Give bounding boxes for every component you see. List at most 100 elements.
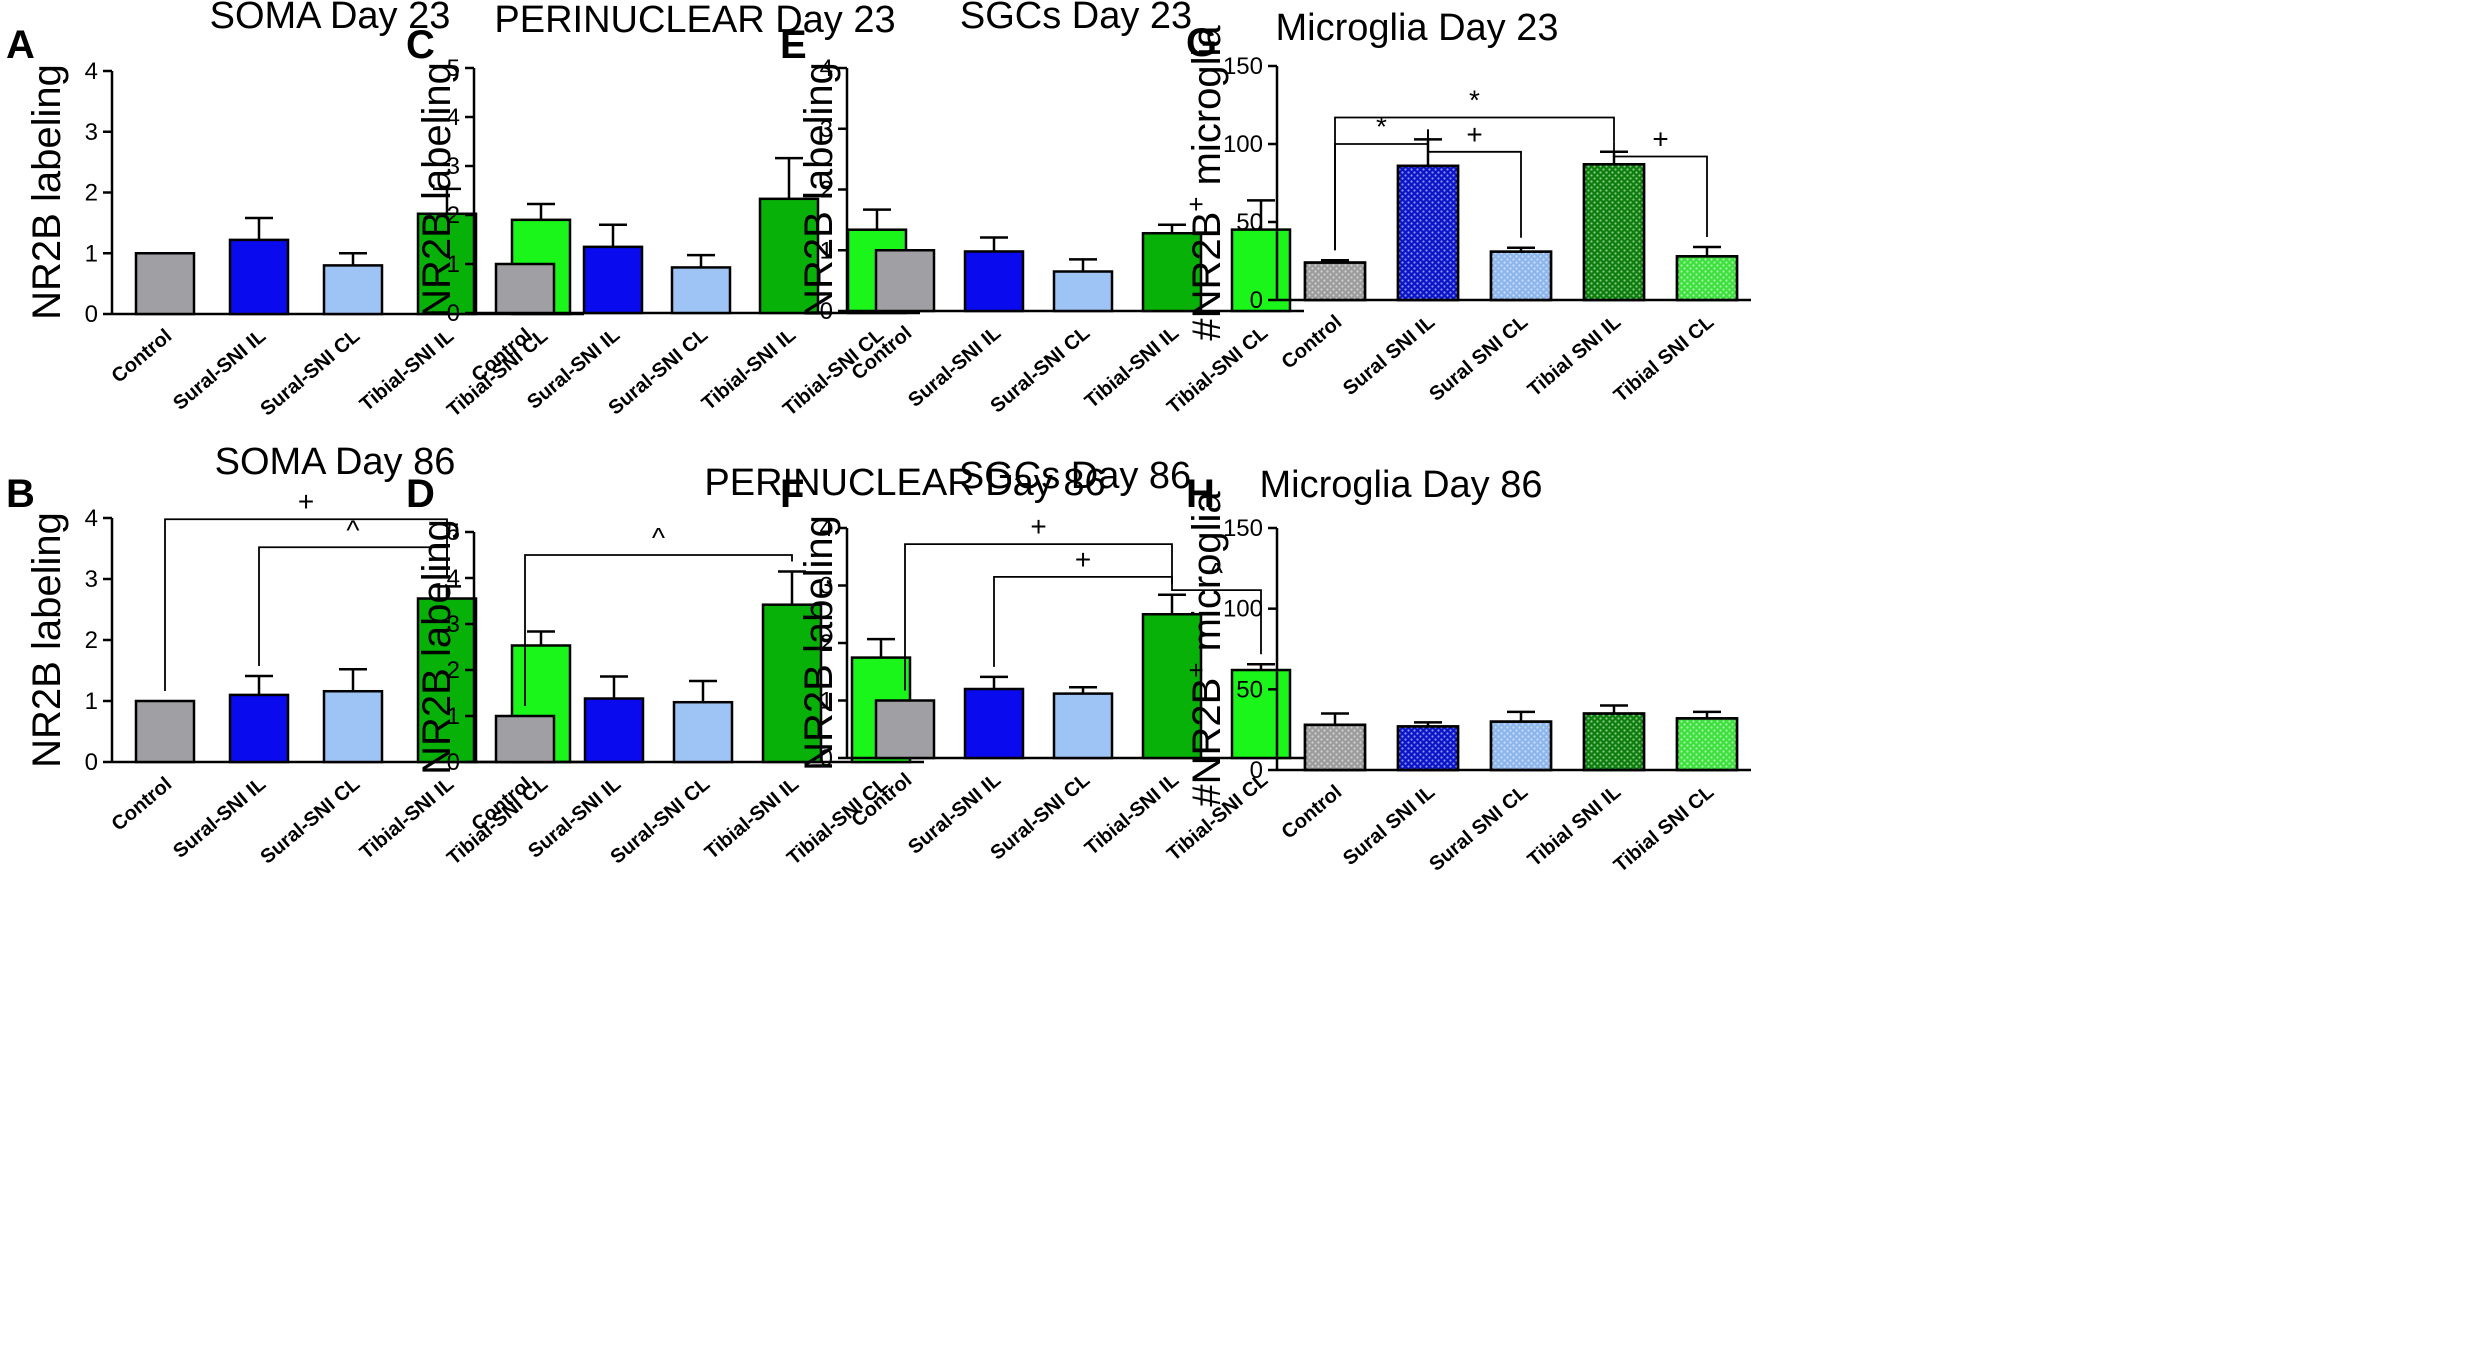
category-label: Sural SNI CL — [1425, 311, 1532, 406]
panel-letter: H — [1186, 472, 1215, 516]
y-axis-label: NR2B labeling — [415, 519, 459, 775]
y-tick-label: 4 — [447, 104, 460, 131]
y-tick-label: 1 — [85, 688, 98, 715]
significance-label: ^ — [652, 522, 665, 553]
bar-texture — [1582, 712, 1646, 772]
y-tick-label: 5 — [447, 55, 460, 82]
bar — [1141, 231, 1203, 313]
bar — [1230, 228, 1292, 313]
bar-texture — [1396, 725, 1460, 772]
bar — [494, 714, 556, 764]
significance-bracket — [1613, 141, 1708, 237]
y-tick-label: 100 — [1223, 596, 1263, 623]
y-tick-label: 3 — [447, 153, 460, 180]
y-tick-label: 0 — [85, 749, 98, 776]
y-tick-label: 2 — [85, 180, 98, 207]
bar — [672, 700, 734, 764]
significance-bracket — [258, 546, 448, 666]
significance-label: + — [1652, 123, 1668, 154]
y-tick-label: 1 — [820, 688, 833, 715]
significance-bracket — [1427, 129, 1522, 238]
y-tick-label: 0 — [447, 749, 460, 776]
y-tick-label: 2 — [447, 657, 460, 684]
y-tick-label: 2 — [447, 202, 460, 229]
panel-letter: E — [780, 23, 807, 67]
y-tick-label: 4 — [820, 515, 833, 542]
y-tick-label: 3 — [447, 611, 460, 638]
significance-bracket — [1171, 584, 1262, 655]
category-label: Sural SNI IL — [1339, 311, 1439, 400]
y-tick-label: 150 — [1223, 515, 1263, 542]
bar-texture — [1303, 723, 1367, 772]
y-tick-label: 4 — [85, 505, 98, 532]
category-label: Sural-SNI CL — [256, 773, 364, 868]
bar — [1052, 692, 1114, 760]
y-tick-label: 50 — [1236, 209, 1263, 236]
bar — [758, 197, 820, 315]
significance-bracket — [993, 575, 1173, 667]
panel-letter: B — [6, 472, 35, 516]
y-tick-label: 3 — [85, 566, 98, 593]
significance-label: + — [1030, 511, 1046, 542]
category-label: Control — [1278, 781, 1347, 844]
bar-texture — [1582, 163, 1646, 302]
bar-texture — [1675, 255, 1739, 302]
y-axis-label: NR2B labeling — [25, 512, 69, 768]
category-label: Control — [1278, 311, 1347, 374]
bar — [1230, 668, 1292, 760]
category-label: Tibial-SNI IL — [356, 773, 458, 864]
bar — [322, 689, 384, 764]
bar — [1052, 270, 1114, 313]
bar — [228, 238, 290, 316]
category-label: Sural SNI CL — [1425, 781, 1532, 876]
bar — [582, 245, 644, 315]
y-tick-label: 4 — [447, 565, 460, 592]
panel-letter: F — [780, 472, 804, 516]
y-tick-label: 4 — [820, 55, 833, 82]
bar — [963, 687, 1025, 760]
category-label: Tibial SNI CL — [1610, 781, 1718, 877]
significance-label: ^ — [1210, 557, 1223, 588]
category-label: Sural-SNI IL — [169, 773, 270, 863]
y-tick-label: 1 — [85, 240, 98, 267]
category-label: Sural SNI IL — [1339, 781, 1439, 870]
category-label: Tibial SNI CL — [1610, 311, 1718, 407]
bar — [1141, 613, 1203, 760]
bar-texture — [1489, 250, 1553, 302]
bar — [416, 597, 478, 764]
chart-title: Microglia Day 23 — [1276, 7, 1559, 49]
significance-bracket — [1334, 116, 1615, 251]
y-tick-label: 100 — [1223, 131, 1263, 158]
significance-label: + — [298, 486, 314, 517]
bar — [228, 693, 290, 764]
panel-letter: G — [1186, 21, 1217, 65]
panel-letter: A — [6, 23, 35, 67]
y-tick-label: 2 — [820, 177, 833, 204]
bar — [963, 250, 1025, 313]
y-axis-label: NR2B labeling — [415, 62, 459, 318]
y-tick-label: 0 — [1250, 287, 1263, 314]
bar — [874, 249, 936, 313]
bar — [874, 699, 936, 760]
significance-label: + — [1466, 119, 1482, 150]
significance-bracket — [904, 543, 1173, 691]
bar — [761, 603, 823, 764]
significance-label: + — [1075, 544, 1091, 575]
category-label: Sural-SNI IL — [169, 325, 270, 415]
y-axis-label: #NR2B+ microglia — [1181, 25, 1229, 341]
y-tick-label: 0 — [1250, 757, 1263, 784]
chart-title: SGCs Day 23 — [960, 0, 1192, 37]
chart-title: PERINUCLEAR Day 23 — [494, 0, 895, 41]
y-tick-label: 3 — [820, 116, 833, 143]
category-label: Control — [108, 773, 177, 836]
y-tick-label: 0 — [447, 300, 460, 327]
significance-bracket — [164, 518, 448, 691]
chart-title: Microglia Day 86 — [1260, 464, 1543, 506]
chart-title: SGCs Day 86 — [959, 455, 1191, 497]
y-tick-label: 1 — [447, 703, 460, 730]
chart-title: SOMA Day 23 — [210, 0, 451, 37]
bar-texture — [1396, 164, 1460, 302]
bar — [583, 697, 645, 764]
